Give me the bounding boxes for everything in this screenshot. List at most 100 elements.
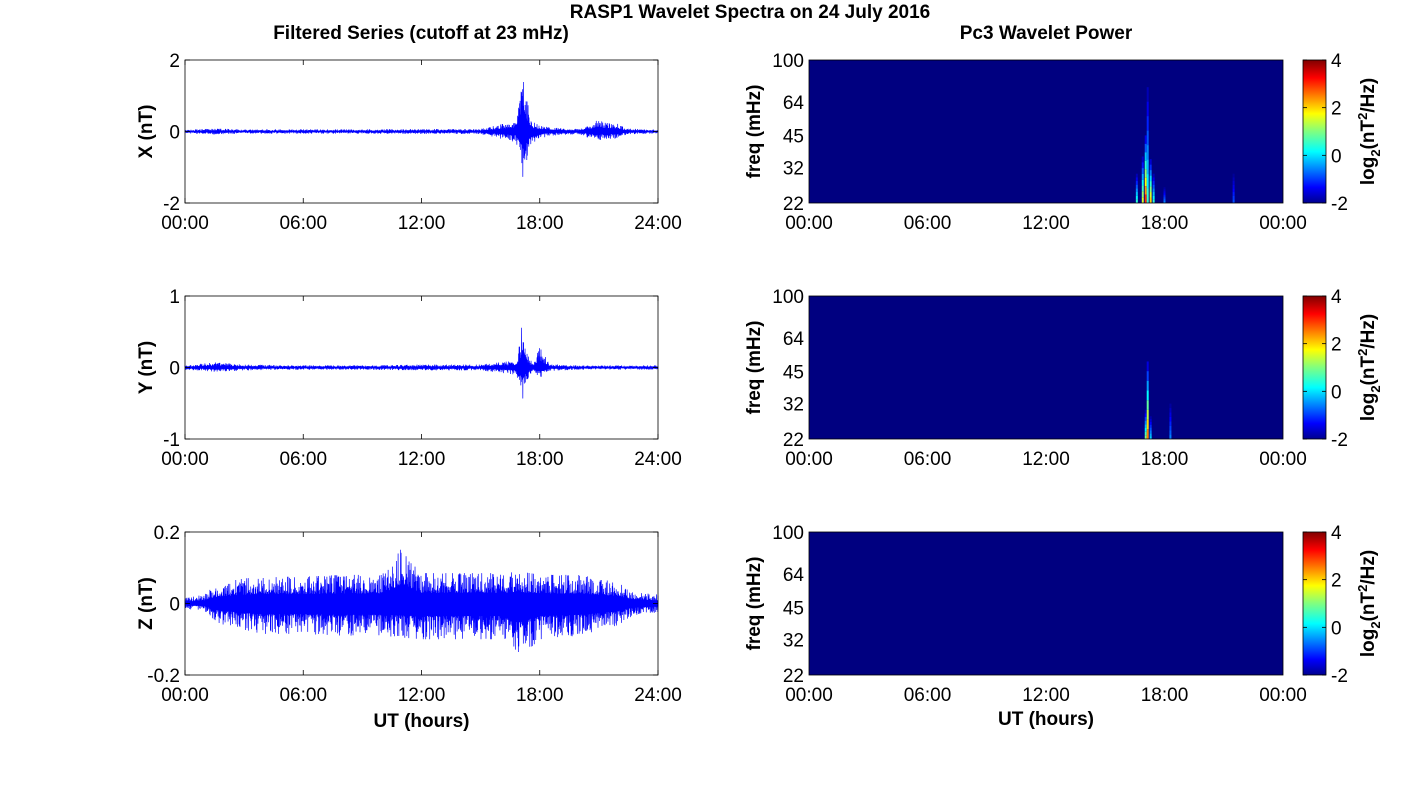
y-axis-label: X (nT) xyxy=(136,105,157,159)
power-burst-3 xyxy=(1149,433,1152,437)
colorbar-tick-label: 2 xyxy=(1331,571,1342,592)
colorbar-gradient xyxy=(1302,295,1327,440)
y-tick-label: 0 xyxy=(169,123,180,144)
x-tick-label: 18:00 xyxy=(1141,449,1189,470)
power-burst-3 xyxy=(1144,177,1147,187)
y-tick-label: 32 xyxy=(783,631,804,652)
power-burst-5 xyxy=(1149,170,1152,176)
power-burst-6 xyxy=(1152,199,1155,203)
power-burst-2 xyxy=(1141,191,1144,198)
x-axis-label: UT (hours) xyxy=(373,711,469,732)
colorbar-tick-label: 2 xyxy=(1331,335,1342,356)
y-tick-label: 1 xyxy=(169,287,180,308)
colorbar-gradient xyxy=(1302,59,1327,204)
power-burst-4 xyxy=(1169,403,1172,409)
x-tick-label: 24:00 xyxy=(634,213,682,234)
colorbar-3: -2 0 2 4 log2(nT2/Hz) xyxy=(1302,523,1383,687)
x-tick-label: 00:00 xyxy=(785,449,833,470)
colorbar-tick-label: 0 xyxy=(1331,146,1342,167)
power-burst-1 xyxy=(1144,431,1147,436)
power-burst-7 xyxy=(1163,189,1166,192)
y-axis-label: freq (mHz) xyxy=(744,321,765,415)
colorbar-tick-label: 2 xyxy=(1331,99,1342,120)
power-burst-3 xyxy=(1149,430,1152,434)
x-tick-label: 24:00 xyxy=(634,685,682,706)
power-background xyxy=(809,532,1283,675)
power-burst-3 xyxy=(1144,143,1147,153)
power-burst-7 xyxy=(1163,197,1166,200)
power-burst-4 xyxy=(1146,87,1149,102)
power-burst-2 xyxy=(1146,390,1149,401)
power-burst-3 xyxy=(1149,424,1152,428)
power-burst-1 xyxy=(1135,177,1138,182)
y-tick-label: 22 xyxy=(783,430,804,451)
x-tick-label: 12:00 xyxy=(398,213,446,234)
wavelet-panel-3: 00:00 06:00 12:00 18:00 00:0022324564100freq… xyxy=(744,523,1383,730)
y-tick-label: 45 xyxy=(783,598,804,619)
x-tick-label: 12:00 xyxy=(1022,213,1070,234)
power-burst-2 xyxy=(1146,429,1149,439)
power-burst-6 xyxy=(1152,188,1155,193)
y-tick-label: 0 xyxy=(169,359,180,380)
power-burst-7 xyxy=(1163,187,1166,190)
power-burst-4 xyxy=(1146,130,1149,146)
power-burst-4 xyxy=(1169,430,1172,435)
power-burst-3 xyxy=(1149,436,1152,439)
y-axis-label: Y (nT) xyxy=(136,341,157,394)
power-burst-2 xyxy=(1146,400,1149,410)
y-tick-label: 22 xyxy=(783,666,804,687)
power-burst-4 xyxy=(1146,159,1149,175)
power-burst-8 xyxy=(1232,181,1235,185)
power-burst-1 xyxy=(1135,192,1138,196)
power-burst-1 xyxy=(1135,173,1138,178)
x-tick-label: 00:00 xyxy=(161,213,209,234)
y-axis-label: freq (mHz) xyxy=(744,85,765,179)
colorbar-tick-label: 4 xyxy=(1331,523,1342,544)
power-burst-4 xyxy=(1146,101,1149,117)
power-burst-3 xyxy=(1149,419,1152,422)
y-tick-label: 0 xyxy=(169,595,180,616)
axes-box xyxy=(808,295,1284,440)
power-burst-7 xyxy=(1163,193,1166,196)
colorbar-1: -2 0 2 4 log2(nT2/Hz) xyxy=(1302,51,1383,215)
axes-box xyxy=(808,59,1284,204)
right-column-title: Pc3 Wavelet Power xyxy=(960,23,1133,44)
colorbar-tick-label: 4 xyxy=(1331,287,1342,308)
power-burst-1 xyxy=(1144,420,1147,425)
timeseries-panel-1: 00:00 06:00 12:00 18:00 24:00 -2 0 2 X (nT) xyxy=(136,51,682,234)
x-tick-label: 06:00 xyxy=(279,449,327,470)
power-burst-8 xyxy=(1232,184,1235,189)
power-burst-3 xyxy=(1144,152,1147,161)
power-burst-4 xyxy=(1169,416,1172,422)
x-axis-label: UT (hours) xyxy=(998,709,1094,730)
power-burst-2 xyxy=(1146,371,1149,381)
power-burst-8 xyxy=(1232,199,1235,203)
power-burst-4 xyxy=(1169,408,1172,413)
x-tick-label: 18:00 xyxy=(1141,213,1189,234)
colorbar-gradient xyxy=(1302,531,1327,676)
x-tick-label: 00:00 xyxy=(1259,449,1307,470)
power-burst-2 xyxy=(1146,409,1149,420)
power-burst-4 xyxy=(1169,421,1172,426)
y-tick-label: 45 xyxy=(783,362,804,383)
figure-title: RASP1 Wavelet Spectra on 24 July 2016 xyxy=(570,2,930,23)
power-burst-4 xyxy=(1146,145,1149,160)
power-burst-1 xyxy=(1144,428,1147,432)
y-tick-label: 64 xyxy=(783,565,805,586)
power-burst-1 xyxy=(1144,424,1147,429)
power-burst-3 xyxy=(1149,427,1152,431)
y-tick-label: 0.2 xyxy=(154,523,180,544)
power-burst-6 xyxy=(1152,181,1155,185)
timeseries-panel-2: 00:00 06:00 12:00 18:00 24:00 -1 0 1 Y (nT) xyxy=(136,287,682,470)
power-burst-2 xyxy=(1146,419,1149,430)
power-burst-1 xyxy=(1135,195,1138,200)
power-burst-6 xyxy=(1152,195,1155,200)
power-burst-5 xyxy=(1149,159,1152,165)
power-burst-4 xyxy=(1169,434,1172,439)
y-tick-label: 64 xyxy=(783,329,805,350)
colorbar-label: log2(nT2/Hz) xyxy=(1355,314,1383,421)
power-background xyxy=(809,60,1283,203)
x-tick-label: 18:00 xyxy=(516,449,564,470)
power-burst-2 xyxy=(1146,361,1149,372)
power-burst-5 xyxy=(1149,181,1152,187)
